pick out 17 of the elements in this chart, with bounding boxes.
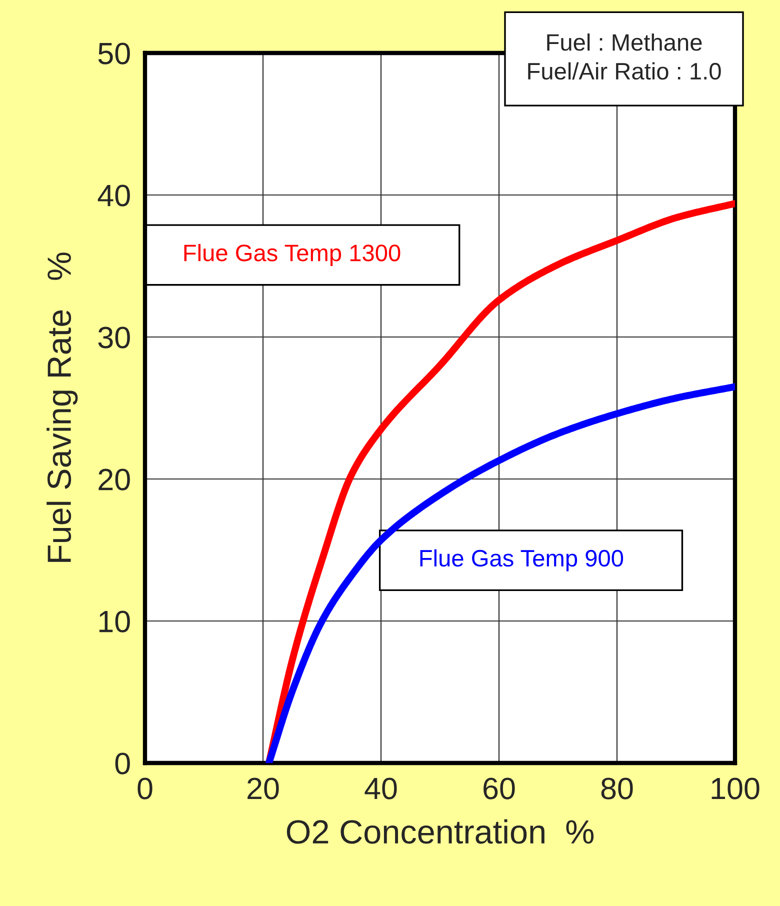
- y-tick-label: 40: [98, 184, 130, 206]
- y-axis-title: Fuel Saving Rate %: [46, 252, 78, 562]
- x-tick-label: 100: [712, 778, 760, 800]
- x-axis-title: O2 Concentration %: [286, 819, 594, 844]
- x-tick-label: 60: [484, 778, 515, 800]
- y-tick-label: 30: [98, 326, 130, 348]
- x-tick-label: 40: [364, 778, 397, 800]
- y-tick-label: 0: [115, 752, 130, 774]
- series-label: Flue Gas Temp 900: [420, 549, 624, 572]
- y-tick-label: 50: [98, 42, 130, 64]
- annotation: Fuel : Methane Fuel/Air Ratio : 1.0: [528, 33, 721, 80]
- x-tick-label: 0: [138, 778, 152, 800]
- x-tick-label: 20: [248, 778, 279, 800]
- y-tick-label: 10: [99, 610, 130, 632]
- y-tick-label: 20: [98, 468, 130, 490]
- x-tick-label: 80: [601, 778, 633, 800]
- text: Flue Gas Temp 1300: [184, 244, 400, 266]
